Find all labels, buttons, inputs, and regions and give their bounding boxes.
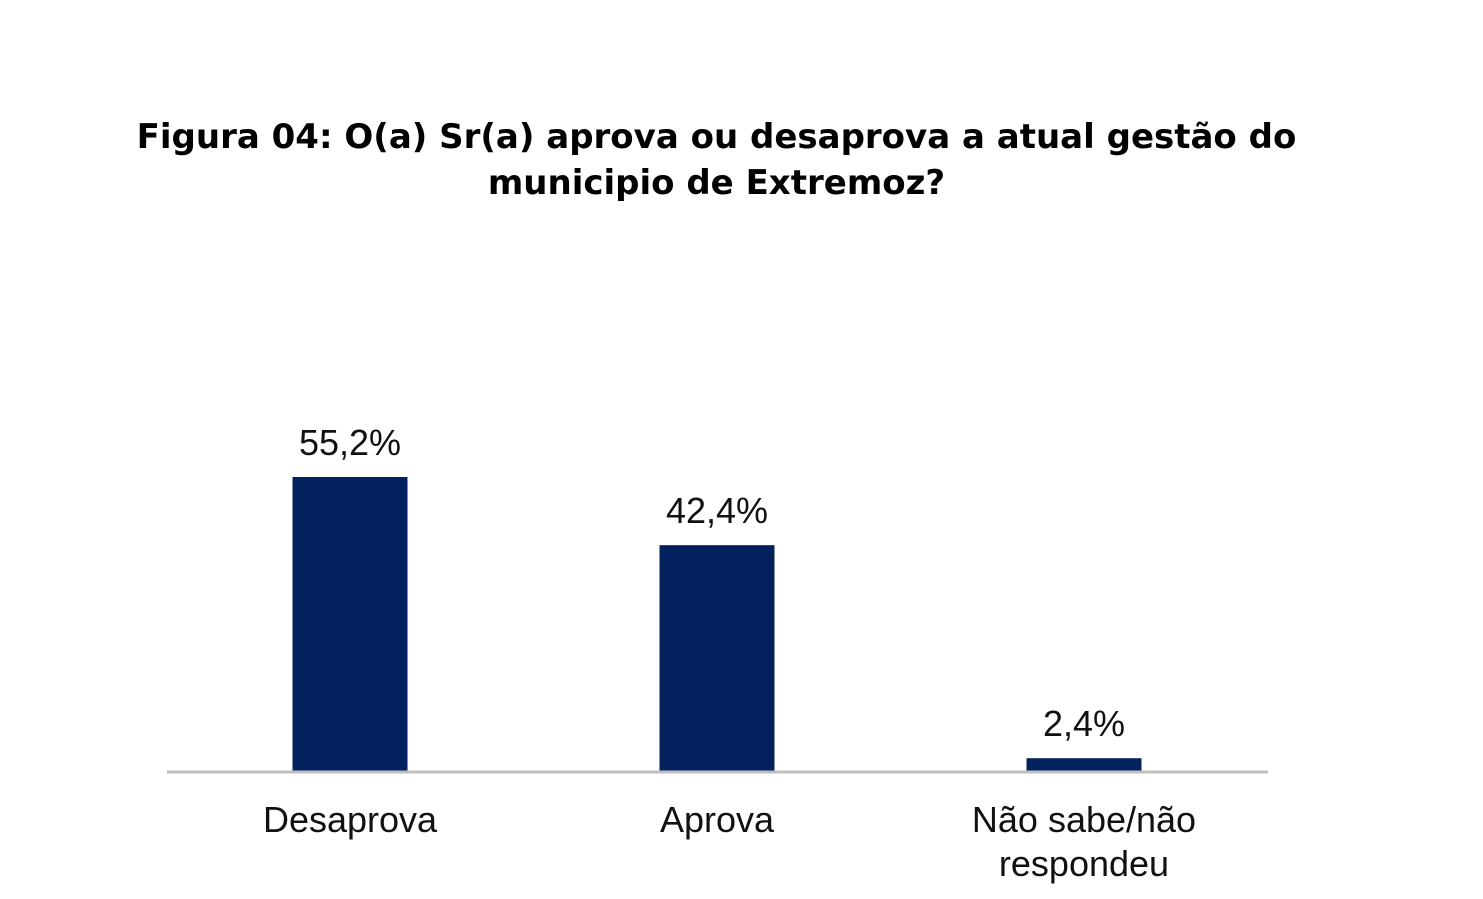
bar-1 xyxy=(292,477,408,771)
data-label-3: 2,4% xyxy=(1043,703,1125,744)
category-label-3-line-2: respondeu xyxy=(999,843,1169,884)
labels-group: 55,2% Desaprova 42,4% Aprova 2,4% Não sabe/nã… xyxy=(263,422,1196,884)
category-label-1-line-1: Desaprova xyxy=(263,799,438,840)
bar-2 xyxy=(659,545,775,771)
bars-group xyxy=(292,477,1142,771)
chart-title: Figura 04: O(a) Sr(a) aprova ou desaprov… xyxy=(0,114,1433,206)
bar-3 xyxy=(1026,758,1142,771)
category-label-3-line-1: Não sabe/não xyxy=(972,799,1196,840)
data-label-2: 42,4% xyxy=(666,490,768,531)
data-label-1: 55,2% xyxy=(299,422,401,463)
category-label-2-line-1: Aprova xyxy=(660,799,775,840)
chart-title-line-2: municipio de Extremoz? xyxy=(487,163,946,203)
chart-title-line-1: Figura 04: O(a) Sr(a) aprova ou desaprov… xyxy=(136,117,1297,157)
